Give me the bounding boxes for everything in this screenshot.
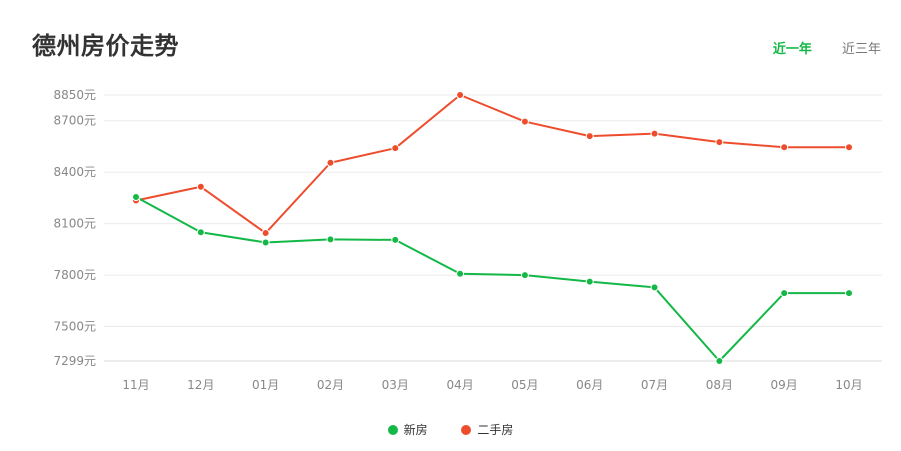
- x-tick-label: 08月: [706, 378, 733, 392]
- series-layer: [132, 91, 853, 365]
- data-point-second-hand[interactable]: [585, 132, 594, 141]
- y-tick-label: 8100元: [53, 217, 96, 231]
- x-tick-label: 04月: [446, 378, 473, 392]
- tab-three-years[interactable]: 近三年: [841, 42, 881, 57]
- page-title: 德州房价走势: [32, 32, 179, 60]
- data-point-second-hand[interactable]: [845, 143, 853, 152]
- x-tick-label: 09月: [771, 378, 798, 392]
- y-tick-label: 8700元: [53, 114, 96, 128]
- data-point-second-hand[interactable]: [715, 138, 724, 147]
- data-point-new-house[interactable]: [196, 228, 205, 237]
- x-tick-label: 07月: [641, 378, 668, 392]
- y-tick-label: 8850元: [53, 88, 96, 102]
- x-tick-label: 11月: [122, 378, 149, 392]
- series-line-second-hand: [135, 94, 849, 235]
- series-line-new-house: [135, 196, 849, 362]
- y-tick-label: 8400元: [53, 165, 96, 179]
- chart-legend: 新房 二手房: [0, 421, 901, 438]
- data-point-new-house[interactable]: [585, 277, 594, 286]
- legend-item-new-house[interactable]: 新房: [387, 421, 428, 438]
- x-axis: 11月 12月 01月 02月 03月 04月 05月 06月 07月 08月 09月 10月: [122, 378, 862, 392]
- grid-lines: [104, 94, 882, 362]
- data-point-second-hand[interactable]: [456, 91, 465, 99]
- data-point-new-house[interactable]: [520, 271, 529, 280]
- data-point-second-hand[interactable]: [261, 229, 270, 238]
- data-point-new-house[interactable]: [261, 238, 270, 247]
- legend-item-second-hand[interactable]: 二手房: [461, 421, 513, 438]
- data-point-second-hand[interactable]: [391, 144, 400, 153]
- y-tick-label: 7500元: [53, 320, 96, 334]
- y-axis: 7299元 7500元 7800元 8100元 8400元 8700元 8850元: [53, 88, 96, 368]
- x-tick-label: 12月: [187, 378, 214, 392]
- legend-label-new-house: 新房: [403, 423, 428, 437]
- x-tick-label: 03月: [382, 378, 409, 392]
- data-point-new-house[interactable]: [650, 283, 659, 292]
- x-tick-label: 01月: [252, 378, 279, 392]
- x-tick-label: 05月: [511, 378, 538, 392]
- x-tick-label: 06月: [576, 378, 603, 392]
- data-point-new-house[interactable]: [456, 269, 465, 278]
- data-point-new-house[interactable]: [780, 289, 789, 298]
- data-point-second-hand[interactable]: [780, 143, 789, 152]
- data-point-new-house[interactable]: [132, 193, 140, 202]
- data-point-second-hand[interactable]: [520, 117, 529, 126]
- legend-dot-icon: [461, 424, 472, 435]
- data-point-second-hand[interactable]: [326, 158, 335, 167]
- data-point-second-hand[interactable]: [196, 182, 205, 191]
- data-point-new-house[interactable]: [326, 235, 335, 244]
- x-tick-label: 02月: [317, 378, 344, 392]
- x-tick-label: 10月: [835, 378, 862, 392]
- y-tick-label: 7299元: [53, 354, 96, 368]
- data-point-new-house[interactable]: [715, 357, 724, 365]
- legend-label-second-hand: 二手房: [477, 423, 514, 437]
- period-tabs: 近一年 近三年: [747, 38, 881, 57]
- y-tick-label: 7800元: [53, 268, 96, 282]
- tab-one-year[interactable]: 近一年: [772, 42, 812, 57]
- data-point-second-hand[interactable]: [650, 129, 659, 138]
- legend-dot-icon: [387, 424, 398, 435]
- data-point-new-house[interactable]: [845, 289, 853, 298]
- data-point-new-house[interactable]: [391, 235, 400, 244]
